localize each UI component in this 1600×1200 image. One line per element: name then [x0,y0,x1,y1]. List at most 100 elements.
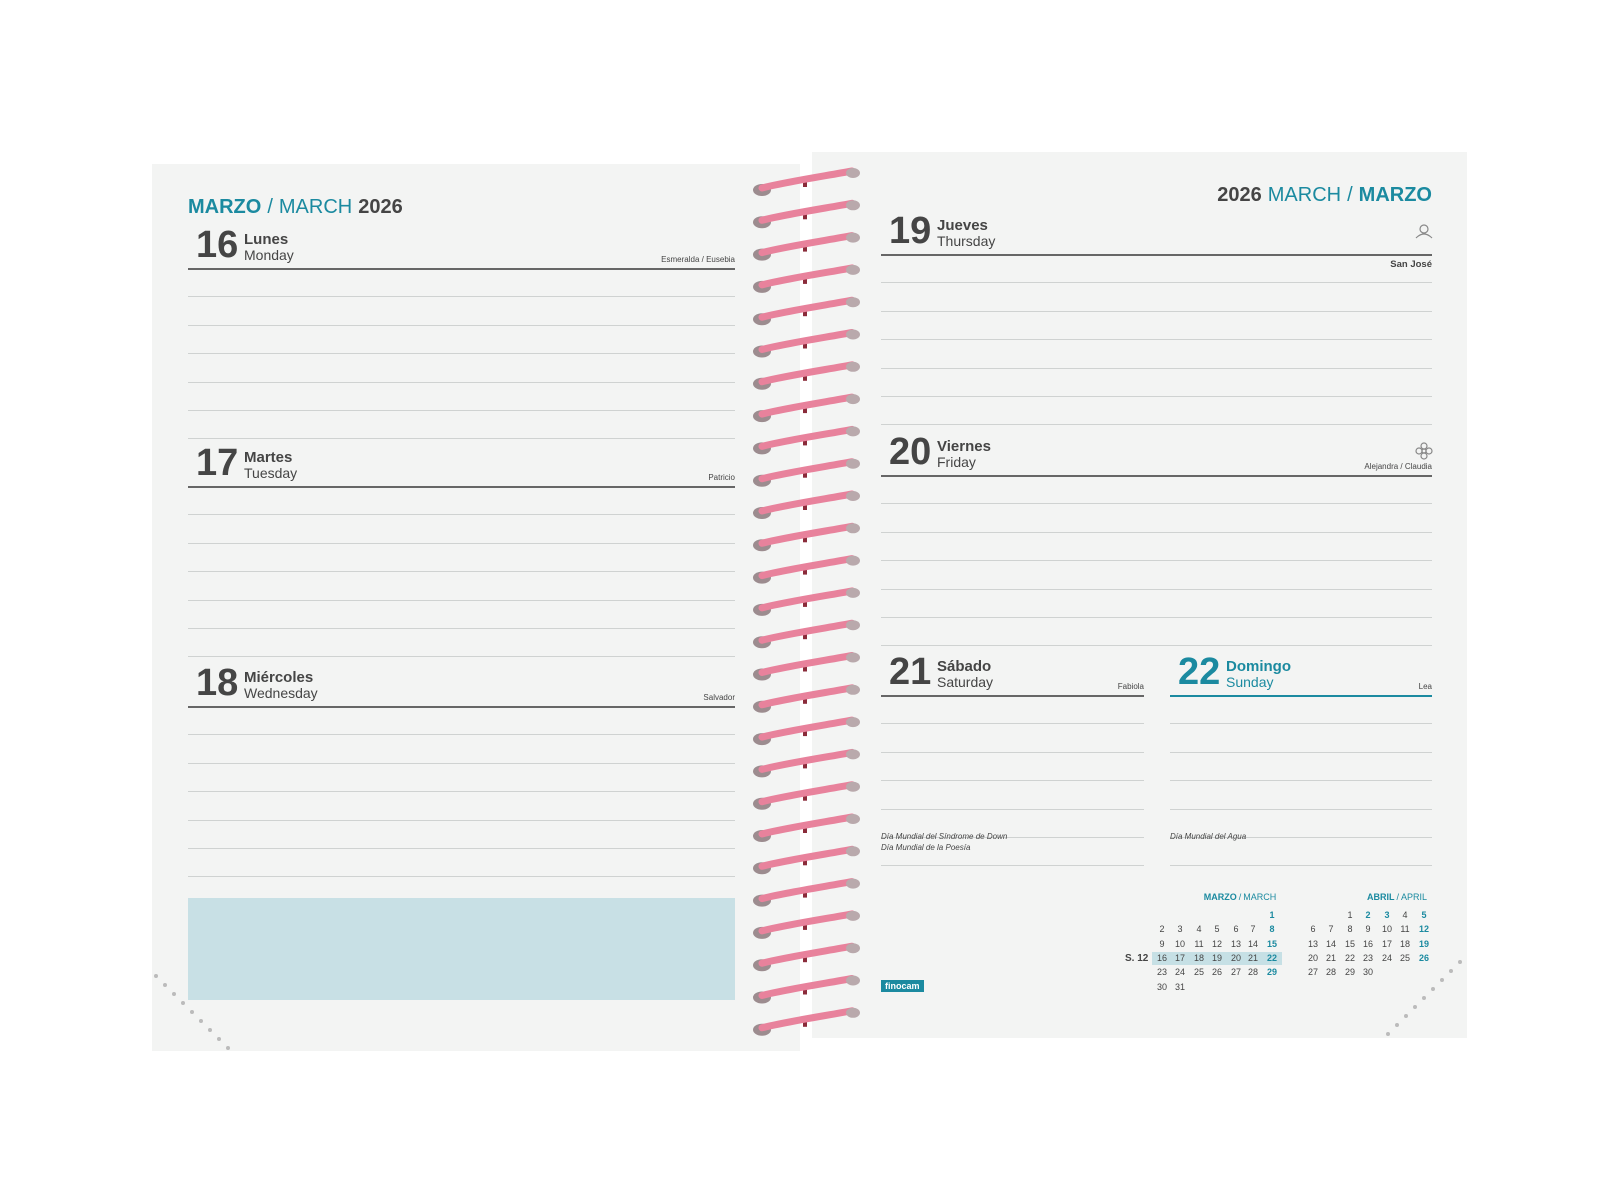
ring [758,587,856,612]
day-name-en: Thursday [937,233,996,249]
ring-end [846,684,860,695]
calendar-day: 27 [1307,967,1318,978]
calendar-day: 12 [1211,938,1222,949]
day-rule [1170,695,1432,697]
day-number: 19 [889,210,932,252]
calendar-day: 16 [1362,938,1373,949]
saint: Patricio [708,473,735,482]
day-rule [188,486,735,488]
left-header: MARZO / MARCH 2026 [188,196,403,219]
writing-line [881,588,1432,590]
calendar-title-part: ABRIL [1366,892,1395,902]
ring [758,878,856,903]
ring-end [846,491,860,501]
ring-end [846,749,860,760]
day-number: 17 [196,442,239,484]
ring-end [846,652,860,663]
writing-line [188,656,735,658]
right-page [812,152,1467,1038]
writing-line [1170,808,1432,810]
separator: / [267,196,273,218]
day-note: Día Mundial del Agua [1170,832,1247,841]
saint: Lea [1418,682,1432,691]
day-name-es: Sábado [937,658,992,675]
calendar-day: 18 [1193,952,1204,963]
calendar-day: 2 [1365,910,1371,920]
calendar-day: 17 [1174,952,1185,963]
ring [758,652,856,676]
ring [758,975,856,999]
calendar-title-part: MARCH [1243,892,1277,902]
calendar-day: 14 [1247,938,1258,949]
day-name-es: Viernes [937,438,991,455]
corner-dot [190,1010,194,1014]
ring-end [846,426,860,437]
writing-line [1170,837,1432,838]
calendar-day: 10 [1174,938,1185,949]
calendar-title: MARZO / MARCH [1180,892,1300,902]
ring [758,781,856,806]
corner-dot [172,992,176,996]
right-header: 2026 MARCH / MARZO [1217,184,1432,207]
day-number: 20 [889,431,932,473]
calendar-title-part: APRIL [1401,892,1428,902]
calendar-day: 25 [1193,967,1204,978]
calendar-day: 7 [1250,924,1256,935]
saint: Salvador [703,693,735,702]
writing-line [188,819,735,821]
writing-line [1170,865,1432,867]
ring [758,329,856,353]
flower-icon [1415,442,1433,460]
ring-end [846,878,860,889]
writing-line [881,339,1432,341]
calendar-day: 15 [1344,938,1355,949]
writing-line [1170,780,1432,782]
calendar-day: 3 [1177,924,1183,935]
calendar-day: 12 [1418,924,1429,935]
ring-end [846,458,860,469]
day-name-es: Domingo [1226,658,1291,675]
writing-line [188,353,735,355]
writing-line [188,571,735,573]
calendar-day: 14 [1325,938,1336,949]
corner-dot [181,1001,185,1005]
ring [758,1007,856,1032]
calendar-day: 4 [1196,924,1202,935]
calendar-day: 26 [1418,952,1429,963]
corner-dot [163,983,167,987]
calendar-day: 19 [1418,938,1429,949]
calendar-day: 20 [1307,952,1318,963]
calendar-day: 26 [1211,967,1222,978]
calendar-day: 24 [1381,952,1392,963]
writing-line [188,324,735,326]
writing-line [881,751,1144,753]
ring-end [846,232,860,243]
day-name-es: Lunes [244,231,289,248]
ring-end [846,168,860,178]
calendar-day: 27 [1230,967,1241,978]
corner-dot [199,1019,203,1023]
calendar-day: 29 [1344,967,1355,978]
calendar-day: 13 [1230,938,1241,949]
calendar-day: 18 [1399,938,1410,949]
ring-end [846,200,860,211]
writing-line [881,560,1432,562]
corner-dot [1431,987,1435,991]
day-name-en: Monday [244,247,294,263]
calendar-day: 28 [1247,967,1258,978]
calendar-title-part: / [1238,892,1242,902]
calendar-day: 29 [1266,967,1277,978]
ring [758,490,856,515]
calendar-day: 15 [1266,938,1277,949]
ring [758,425,856,450]
ring-end [846,264,860,275]
calendar-day: 28 [1325,967,1336,978]
corner-dot [1449,969,1453,973]
ring [758,716,856,741]
ring [758,619,856,644]
ring [758,458,856,483]
calendar-day: 5 [1421,910,1427,920]
writing-line [881,310,1432,312]
calendar-day: 11 [1194,938,1204,949]
calendar-day: 23 [1156,967,1167,978]
